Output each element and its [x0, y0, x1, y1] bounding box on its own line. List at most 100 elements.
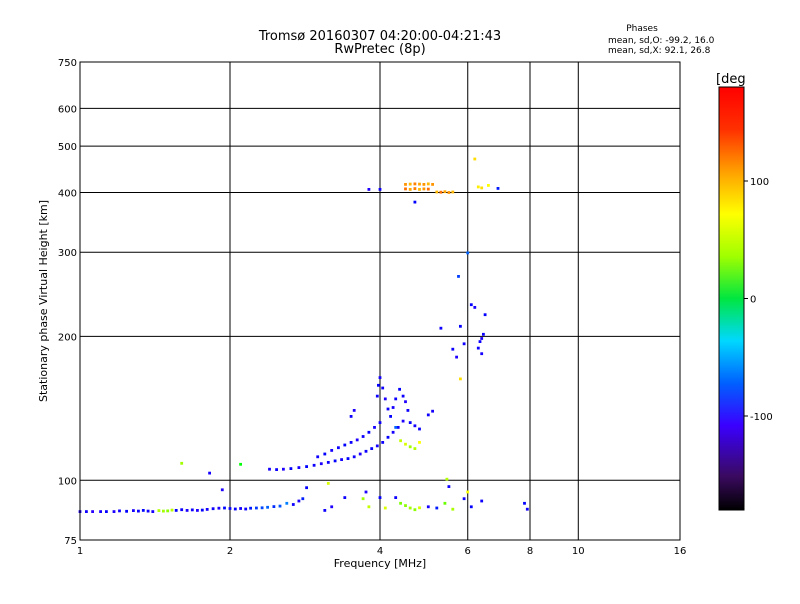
- echo-point: [483, 313, 487, 317]
- echo-point: [404, 442, 407, 446]
- echo-point: [364, 449, 368, 453]
- echo-point: [439, 326, 443, 330]
- y-tick-label: 500: [58, 142, 77, 153]
- echo-point: [443, 501, 447, 505]
- echo-point: [439, 190, 443, 194]
- echo-point: [358, 452, 362, 456]
- x-tick-label: 6: [465, 546, 471, 557]
- x-tick-label: 16: [674, 546, 687, 557]
- echo-point: [399, 501, 402, 505]
- echo-point: [408, 445, 412, 449]
- echo-point: [170, 508, 174, 512]
- echo-point: [406, 409, 410, 412]
- echo-point: [137, 509, 140, 513]
- echo-point: [343, 496, 347, 499]
- echo-point: [418, 506, 421, 510]
- y-tick-label: 200: [58, 332, 77, 343]
- echo-point: [383, 397, 387, 401]
- echo-point: [99, 510, 102, 513]
- echo-point: [418, 441, 421, 444]
- colorbar-tick-label: 100: [750, 177, 769, 188]
- echo-point: [305, 486, 308, 490]
- echo-point: [244, 507, 248, 511]
- echo-point: [447, 191, 451, 194]
- echo-point: [249, 506, 252, 510]
- echo-point: [480, 337, 484, 340]
- echo-point: [383, 506, 387, 510]
- echo-point: [413, 187, 417, 190]
- echo-point: [413, 182, 417, 186]
- echo-point: [228, 507, 232, 510]
- echo-point: [476, 346, 480, 350]
- echo-point: [408, 421, 412, 424]
- y-axis-label: Stationary phase Virtual Height [km]: [37, 200, 50, 402]
- echo-point: [466, 251, 470, 255]
- echo-point: [233, 507, 237, 511]
- echo-point: [340, 458, 343, 461]
- echo-point: [297, 499, 301, 503]
- echo-point: [443, 190, 447, 194]
- echo-point: [239, 507, 242, 510]
- echo-point: [285, 501, 289, 505]
- chart-title: Tromsø 20160307 04:20:00-04:21:43: [258, 29, 501, 44]
- echo-point: [377, 383, 380, 387]
- echo-point: [297, 466, 301, 469]
- echo-point: [373, 426, 376, 429]
- echo-point: [326, 482, 330, 485]
- echo-point: [426, 505, 430, 509]
- echo-point: [346, 457, 350, 460]
- echo-point: [418, 427, 421, 431]
- stats-heading: Phases: [626, 24, 658, 34]
- echo-point: [418, 188, 421, 191]
- echo-point: [451, 190, 455, 194]
- echo-point: [200, 508, 204, 512]
- echo-point: [404, 400, 407, 404]
- echo-point: [190, 508, 194, 512]
- echo-point: [326, 461, 330, 464]
- echo-point: [447, 485, 451, 488]
- echo-point: [480, 186, 484, 190]
- echo-point: [413, 424, 417, 428]
- echo-point: [394, 496, 398, 499]
- echo-point: [305, 465, 308, 468]
- echo-point: [469, 303, 473, 307]
- echo-point: [255, 506, 258, 510]
- echo-point: [289, 467, 293, 470]
- echo-point: [260, 506, 264, 510]
- x-axis-ticks: 1 2 4 6 8 10 16: [77, 546, 687, 557]
- echo-point: [404, 187, 407, 191]
- colorbar-ticks: 100 0 -100: [744, 177, 773, 423]
- y-axis-ticks: 75 100 200 300 400 500 600 750: [58, 58, 77, 547]
- echo-point: [389, 415, 392, 418]
- echo-point: [272, 505, 276, 508]
- echo-point: [378, 188, 382, 191]
- echo-point: [408, 182, 412, 186]
- echo-point: [239, 462, 242, 466]
- echo-point: [426, 187, 430, 191]
- y-tick-label: 300: [58, 248, 77, 259]
- echo-point: [330, 449, 334, 452]
- echo-point: [426, 413, 430, 417]
- echo-point: [394, 426, 398, 429]
- echo-point: [386, 407, 390, 411]
- echo-point: [361, 497, 365, 501]
- echo-point: [275, 468, 278, 471]
- echo-point: [112, 510, 116, 513]
- echo-point: [375, 444, 379, 448]
- echo-point: [355, 438, 359, 442]
- echo-point: [431, 183, 434, 186]
- echo-point: [426, 182, 430, 186]
- echo-point: [352, 455, 356, 459]
- echo-point: [386, 435, 390, 439]
- echo-point: [462, 497, 466, 501]
- echo-point: [343, 443, 347, 447]
- echo-point: [457, 275, 460, 278]
- echo-point: [413, 508, 417, 512]
- echo-point: [105, 510, 108, 513]
- echo-point: [523, 501, 526, 505]
- y-tick-label: 600: [58, 104, 77, 115]
- echo-point: [301, 497, 305, 501]
- echo-point: [151, 510, 155, 513]
- echo-point: [352, 409, 356, 412]
